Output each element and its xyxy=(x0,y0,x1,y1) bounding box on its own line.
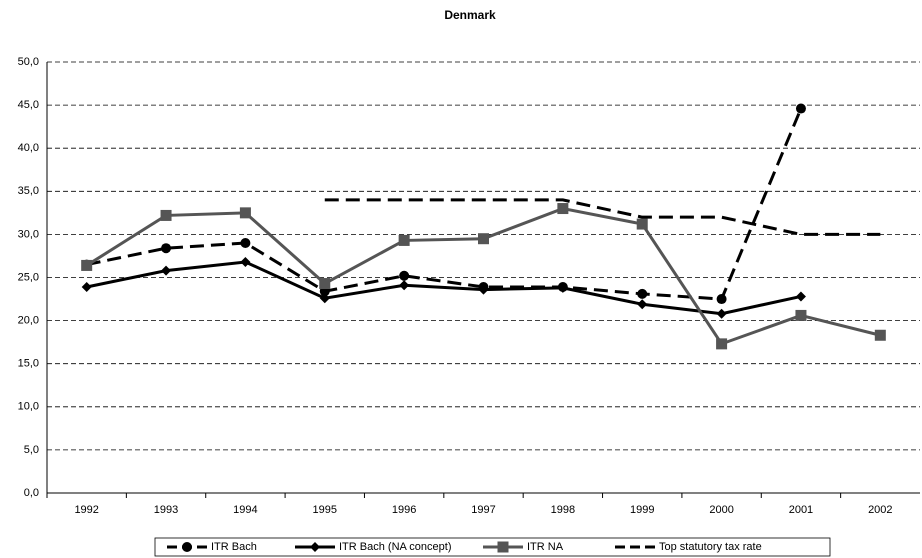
y-tick-label: 25,0 xyxy=(18,271,39,283)
y-tick-label: 10,0 xyxy=(18,401,39,413)
y-tick-label: 50,0 xyxy=(18,56,39,68)
legend-label: ITR NA xyxy=(527,541,564,553)
series-line xyxy=(324,198,881,236)
data-point xyxy=(637,288,648,299)
y-tick-label: 15,0 xyxy=(18,358,39,370)
data-point xyxy=(160,209,172,221)
series-line xyxy=(86,107,803,301)
data-point xyxy=(399,270,410,281)
data-point xyxy=(716,294,727,305)
data-point xyxy=(716,338,728,350)
data-point xyxy=(81,259,93,271)
legend-marker xyxy=(182,542,192,552)
legend-label: ITR Bach xyxy=(211,541,257,553)
data-point xyxy=(557,203,569,215)
y-tick-label: 45,0 xyxy=(18,99,39,111)
data-point xyxy=(557,282,568,293)
x-tick-label: 1995 xyxy=(313,504,337,516)
x-tick-label: 1998 xyxy=(551,504,575,516)
y-tick-label: 0,0 xyxy=(24,487,39,499)
y-tick-label: 30,0 xyxy=(18,228,39,240)
series-line xyxy=(86,260,802,316)
data-point xyxy=(239,207,251,219)
data-point xyxy=(399,280,410,291)
legend-marker xyxy=(310,542,320,552)
data-point xyxy=(874,329,886,341)
y-tick-label: 35,0 xyxy=(18,185,39,197)
data-point xyxy=(637,299,648,310)
data-point xyxy=(636,218,648,230)
legend-label: Top statutory tax rate xyxy=(659,541,762,553)
legend-marker xyxy=(497,541,509,553)
data-point xyxy=(478,284,489,295)
legend-label: ITR Bach (NA concept) xyxy=(339,541,452,553)
series-line xyxy=(85,206,881,346)
x-tick-label: 2002 xyxy=(868,504,892,516)
x-tick-label: 1992 xyxy=(74,504,98,516)
data-point xyxy=(81,281,92,292)
data-point xyxy=(795,103,806,114)
y-tick-label: 5,0 xyxy=(24,444,39,456)
data-point xyxy=(240,256,251,267)
x-tick-label: 2000 xyxy=(709,504,733,516)
y-tick-label: 40,0 xyxy=(18,142,39,154)
data-point xyxy=(795,291,806,302)
data-point xyxy=(240,238,251,249)
x-tick-label: 1994 xyxy=(233,504,257,516)
x-tick-label: 1993 xyxy=(154,504,178,516)
data-point xyxy=(319,278,331,290)
x-tick-label: 2001 xyxy=(789,504,813,516)
chart-title: Denmark xyxy=(444,8,496,22)
data-point xyxy=(319,293,330,304)
data-point xyxy=(161,265,172,276)
x-tick-label: 1996 xyxy=(392,504,416,516)
x-tick-label: 1999 xyxy=(630,504,654,516)
data-point xyxy=(398,234,410,246)
data-point xyxy=(716,308,727,319)
y-tick-label: 20,0 xyxy=(18,315,39,327)
x-tick-label: 1997 xyxy=(471,504,495,516)
data-point xyxy=(478,233,489,245)
data-point xyxy=(161,243,172,254)
data-point xyxy=(795,309,807,321)
